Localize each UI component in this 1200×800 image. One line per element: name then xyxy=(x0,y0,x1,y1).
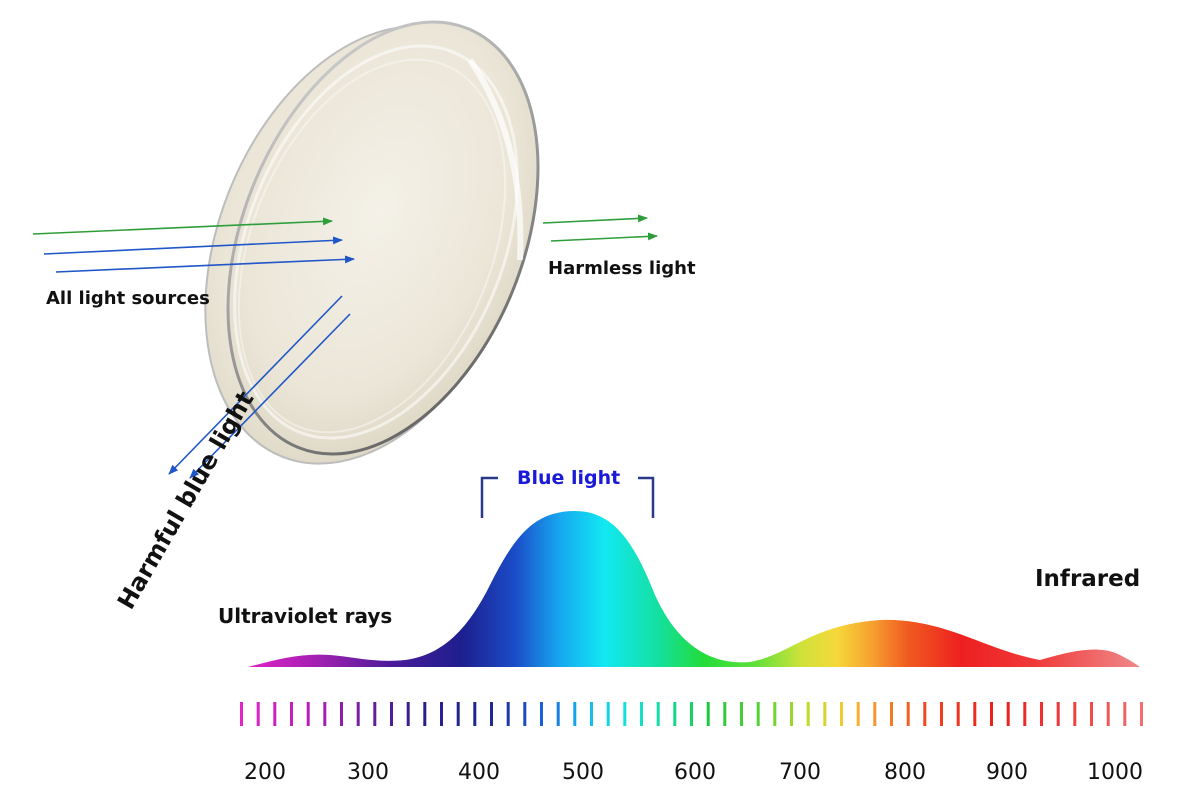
spectrum-tick-bar xyxy=(1006,702,1010,726)
spectrum-tick-bar xyxy=(1056,702,1060,726)
spectrum-tick-bar xyxy=(840,702,843,726)
spectrum-tick-bar xyxy=(240,702,243,726)
spectrum-tick-bar xyxy=(523,702,527,726)
spectrum-tick-bar xyxy=(1123,702,1127,726)
spectrum-tick-bars xyxy=(240,702,1143,726)
spectrum-tick-bar xyxy=(773,702,777,726)
spectrum-tick-bar xyxy=(723,702,727,726)
axis-tick: 900 xyxy=(986,760,1028,785)
spectrum-tick-bar xyxy=(506,702,510,726)
spectrum-tick-bar xyxy=(390,702,393,726)
harmless-light-label: Harmless light xyxy=(548,258,696,279)
blue-light-label: Blue light xyxy=(517,467,621,489)
spectrum-tick-bar xyxy=(890,702,893,726)
spectrum-tick-bar xyxy=(823,702,827,726)
spectrum-tick-bar xyxy=(906,702,910,726)
all-light-sources-label: All light sources xyxy=(46,288,210,309)
spectrum-tick-bar xyxy=(873,702,877,726)
ultraviolet-rays-label: Ultraviolet rays xyxy=(218,604,393,628)
spectrum-tick-bar xyxy=(740,702,743,726)
axis-tick: 1000 xyxy=(1087,760,1143,785)
spectrum-tick-bar xyxy=(1140,702,1143,726)
spectrum-tick-bar xyxy=(973,702,977,726)
spectrum-tick-bar xyxy=(323,702,327,726)
spectrum-tick-bar xyxy=(356,702,360,726)
axis-tick: 700 xyxy=(779,760,821,785)
spectrum-tick-bar xyxy=(690,702,693,726)
spectrum-tick-bar xyxy=(1073,702,1077,726)
spectrum-tick-bar xyxy=(1040,702,1043,726)
spectrum-curve xyxy=(248,511,1140,667)
axis-tick: 200 xyxy=(244,760,286,785)
axis-tick: 800 xyxy=(884,760,926,785)
spectrum-tick-bar xyxy=(306,702,310,726)
spectrum-tick-bar xyxy=(923,702,927,726)
spectrum-tick-bar xyxy=(573,702,577,726)
spectrum-tick-bar xyxy=(606,702,610,726)
spectrum-tick-bar xyxy=(423,702,427,726)
spectrum-tick-bar xyxy=(623,702,627,726)
spectrum-tick-bar xyxy=(456,702,460,726)
spectrum-tick-bar xyxy=(1023,702,1027,726)
spectrum-tick-bar xyxy=(756,702,760,726)
spectrum-tick-bar xyxy=(490,702,493,726)
spectrum-tick-bar xyxy=(940,702,943,726)
spectrum-tick-bar xyxy=(656,702,660,726)
spectrum-tick-bar xyxy=(540,702,543,726)
spectrum-tick-bar xyxy=(990,702,993,726)
spectrum-tick-bar xyxy=(640,702,643,726)
spectrum-tick-bar xyxy=(590,702,593,726)
axis-tick: 300 xyxy=(347,760,389,785)
spectrum-tick-bar xyxy=(440,702,443,726)
spectrum-tick-bar xyxy=(473,702,477,726)
spectrum-tick-bar xyxy=(406,702,410,726)
incoming-rays xyxy=(32,217,355,273)
blue-light-bracket xyxy=(480,476,655,518)
axis-tick: 600 xyxy=(674,760,716,785)
spectrum-tick-bar xyxy=(673,702,677,726)
infrared-label: Infrared xyxy=(1035,566,1141,592)
spectrum-tick-bar xyxy=(256,702,260,726)
axis-tick: 500 xyxy=(562,760,604,785)
spectrum-tick-bar xyxy=(1106,702,1110,726)
spectrum-tick-bar xyxy=(340,702,343,726)
spectrum-tick-bar xyxy=(556,702,560,726)
harmless-rays xyxy=(542,214,658,242)
spectrum-tick-bar xyxy=(373,702,377,726)
spectrum-tick-bar xyxy=(273,702,277,726)
spectrum-tick-bar xyxy=(790,702,793,726)
spectrum-tick-bar xyxy=(856,702,860,726)
spectrum-tick-bar xyxy=(290,702,293,726)
spectrum-tick-bar xyxy=(956,702,960,726)
spectrum-tick-bar xyxy=(706,702,710,726)
spectrum-tick-bar xyxy=(806,702,810,726)
reflected-blue-rays xyxy=(168,295,351,479)
spectrum-tick-bar xyxy=(1090,702,1093,726)
axis-tick: 400 xyxy=(458,760,500,785)
